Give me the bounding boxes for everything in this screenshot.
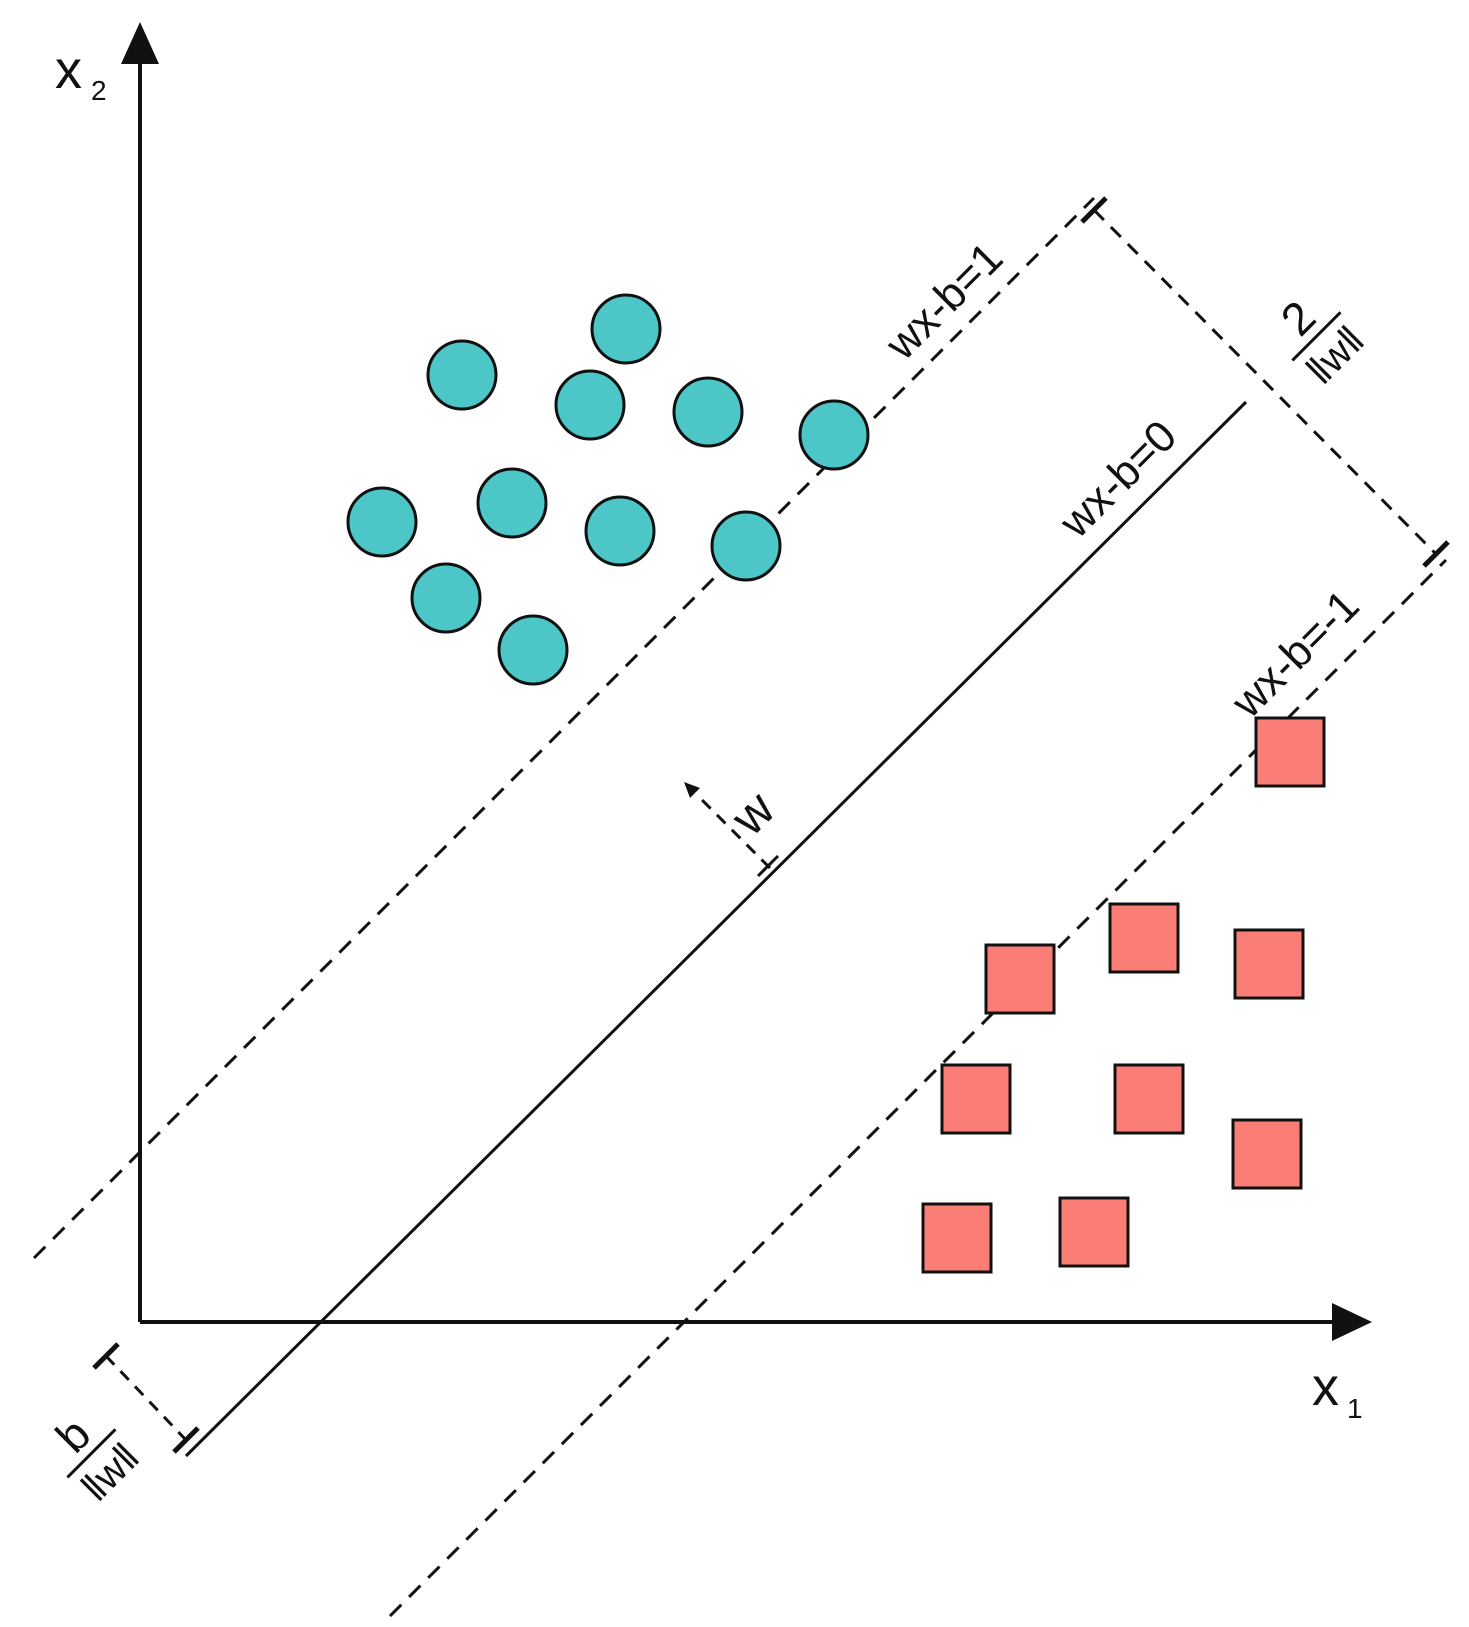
axes: [121, 22, 1372, 1341]
normal-vector-line: [694, 792, 772, 870]
normal-vector-tick: [756, 854, 780, 878]
normal-vector-label: w: [719, 780, 785, 846]
margin-width-dimension: [1080, 196, 1450, 568]
data-point-circle: [497, 614, 569, 686]
data-point-square: [1231, 1118, 1303, 1190]
x-axis-subscript: 1: [1347, 1393, 1363, 1424]
y-axis-subscript: 2: [91, 75, 107, 106]
offset-tick-bottom: [172, 1426, 200, 1454]
x-axis-arrow: [1332, 1303, 1372, 1341]
data-point-square: [984, 943, 1056, 1015]
offset-fraction-bar: [66, 1428, 117, 1479]
x-axis-label: x: [1312, 1357, 1339, 1417]
data-point-circle: [672, 376, 744, 448]
data-point-circle: [710, 510, 782, 582]
data-point-circle: [426, 339, 498, 411]
data-point-square: [1254, 716, 1326, 788]
offset-fraction: b ‖w‖: [46, 1408, 148, 1510]
margin-width-tick-top: [1080, 196, 1108, 224]
data-point-square: [1108, 902, 1180, 974]
data-point-circle: [346, 486, 418, 558]
lower-margin-label: wx-b=-1: [1222, 581, 1369, 728]
normal-vector: [684, 782, 780, 878]
data-point-circle: [584, 495, 656, 567]
margin-width-fraction-bar: [1291, 311, 1342, 362]
data-point-square: [921, 1202, 993, 1274]
margin-width-dashline: [1092, 208, 1438, 556]
class-circles: [346, 293, 870, 686]
offset-dimension: [92, 1342, 200, 1454]
margin-width-tick-bottom: [1422, 540, 1450, 568]
data-point-square: [1058, 1196, 1130, 1268]
data-point-circle: [554, 369, 626, 441]
data-point-square: [1233, 928, 1305, 1000]
data-point-circle: [798, 399, 870, 471]
hyperplane-line: [184, 400, 1248, 1458]
offset-tick-top: [92, 1342, 120, 1370]
offset-dashline: [104, 1354, 188, 1442]
y-axis-label: x: [55, 40, 82, 100]
data-point-circle: [476, 467, 548, 539]
y-axis-arrow: [121, 22, 159, 64]
data-point-square: [1113, 1063, 1185, 1135]
margin-width-fraction: 2 ‖w‖: [1271, 291, 1373, 393]
class-squares: [921, 716, 1326, 1274]
upper-margin-line: [32, 196, 1096, 1260]
data-point-circle: [410, 562, 482, 634]
data-point-circle: [590, 293, 662, 365]
normal-vector-arrowhead: [684, 782, 700, 798]
data-point-square: [940, 1063, 1012, 1135]
